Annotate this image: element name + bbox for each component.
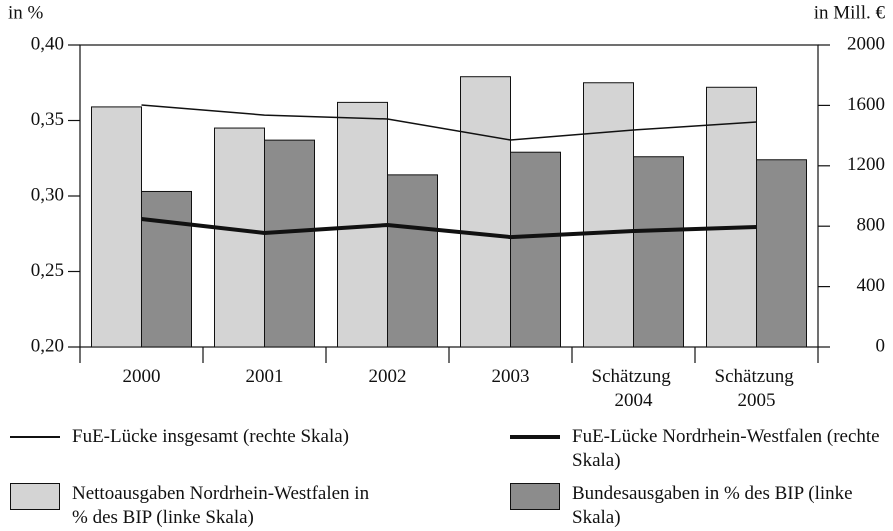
bar [387, 174, 438, 348]
legend-swatch [10, 436, 60, 438]
line [141, 104, 757, 141]
legend-swatch [510, 435, 560, 439]
legend-label: Nettoausgaben Nordrhein-Westfalen in % d… [72, 483, 370, 528]
bar [706, 86, 757, 348]
y2-tick-label: 1600 [847, 94, 885, 115]
bar [510, 151, 561, 348]
legend-label: FuE-Lücke Nordrhein-Westfalen (rechte Sk… [572, 426, 880, 471]
legend-label: Bundesausgaben in % des BIP (linke Skala… [572, 483, 853, 528]
y-tick-label: 0,20 [31, 335, 64, 356]
bar [756, 159, 807, 348]
y-tick-label: 0,30 [31, 184, 64, 205]
y-tick-label: 0,25 [31, 260, 64, 281]
legend-swatch [10, 483, 60, 510]
bar [460, 76, 511, 348]
chart: in % in Mill. € 0,20 0,25 0,30 0,35 0,40 0 400… [8, 2, 886, 411]
legend-label: FuE-Lücke insgesamt (rechte Skala) [72, 426, 349, 447]
x-tick-label: Schätzung 2005 [715, 366, 799, 411]
line [141, 216, 757, 240]
legend-swatch [510, 483, 560, 510]
y-tick-label: 0,40 [31, 33, 64, 54]
bar [583, 82, 634, 348]
y2-tick-label: 400 [857, 275, 886, 296]
x-tick-label: 2001 [246, 366, 284, 387]
y-axis-label: in % [8, 2, 44, 23]
x-tick-label: Schätzung 2004 [592, 366, 676, 411]
bar [91, 106, 142, 348]
bar [633, 156, 684, 348]
bar [214, 127, 265, 348]
x-tick-label: 2002 [369, 366, 407, 387]
y2-tick-label: 1200 [847, 154, 885, 175]
bar [264, 139, 315, 348]
y2-axis-label: in Mill. € [814, 2, 886, 23]
y2-tick-label: 2000 [847, 33, 885, 54]
y2-tick-label: 0 [876, 335, 886, 356]
y-tick-label: 0,35 [31, 109, 64, 130]
bar [141, 190, 192, 348]
x-tick-label: 2000 [123, 366, 161, 387]
x-tick-label: 2003 [492, 366, 530, 387]
y2-tick-label: 800 [857, 215, 886, 236]
